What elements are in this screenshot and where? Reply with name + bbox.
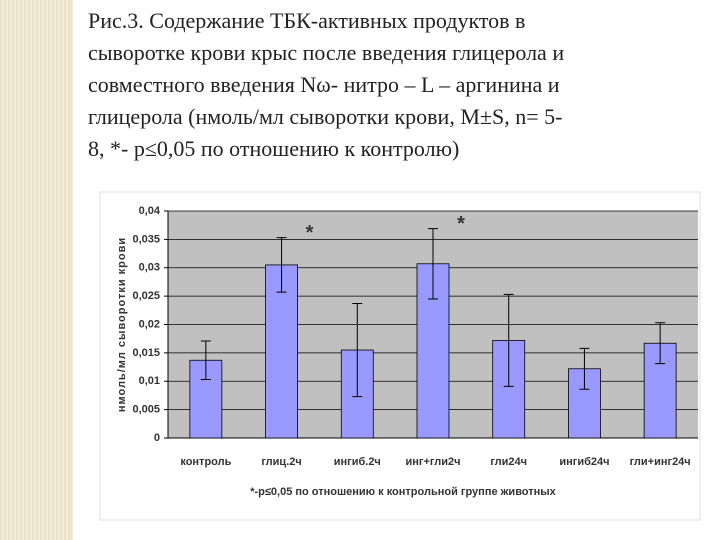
- y-tick-label: 0: [154, 432, 160, 444]
- error-bar: [503, 293, 514, 387]
- bar: [265, 264, 298, 439]
- x-axis-label: *-p≤0,05 по отношению к контрольной груп…: [250, 486, 556, 498]
- x-tick-label: глиц.2ч: [261, 456, 301, 468]
- title: Рис.3. Содержание ТБК-активных продуктов…: [88, 8, 564, 161]
- error-bar: [655, 322, 666, 365]
- x-tick-label: ингиб24ч: [559, 456, 609, 468]
- y-tick-label: 0,02: [139, 318, 160, 330]
- y-tick-label: 0,035: [132, 233, 160, 245]
- y-tick-label: 0,005: [132, 404, 160, 416]
- x-tick-label: гли+инг24ч: [630, 456, 691, 468]
- y-tick-label: 0,01: [139, 375, 160, 387]
- x-tick-label: ингиб.2ч: [334, 456, 381, 468]
- annotation: *: [306, 222, 314, 244]
- title-line: 8, *- p≤0,05 по отношению к контролю): [88, 136, 459, 161]
- y-tick-label: 0,03: [139, 262, 160, 274]
- error-bar: [579, 347, 590, 390]
- side-strip: [0, 0, 72, 540]
- error-bar: [276, 237, 287, 293]
- title-line: сыворотке крови крыс после введения глиц…: [88, 40, 564, 65]
- annotation: *: [457, 213, 465, 235]
- x-tick-label: инг+гли2ч: [406, 456, 461, 468]
- y-tick-label: 0,04: [139, 205, 161, 217]
- chart: 0 0,005 0,01 0,015 0,02 0,025 0,03 0,035 0,04 кон…: [116, 205, 698, 498]
- x-tick-label: гли24ч: [490, 456, 527, 468]
- error-bar: [428, 228, 438, 300]
- title-line: глицерола (нмоль/мл сыворотки крови, M±S…: [88, 104, 562, 129]
- title-line: совместного введения Nω- нитро – L – арг…: [88, 72, 560, 97]
- error-bar: [352, 303, 363, 398]
- error-bar: [200, 340, 211, 381]
- x-tick-label: контроль: [180, 456, 231, 468]
- title-line: Рис.3. Содержание ТБК-активных продуктов…: [88, 8, 525, 33]
- y-axis-label: нмоль/мл сыворотки крови: [116, 237, 128, 412]
- y-tick-label: 0,015: [132, 347, 160, 359]
- y-tick-label: 0,025: [132, 290, 160, 302]
